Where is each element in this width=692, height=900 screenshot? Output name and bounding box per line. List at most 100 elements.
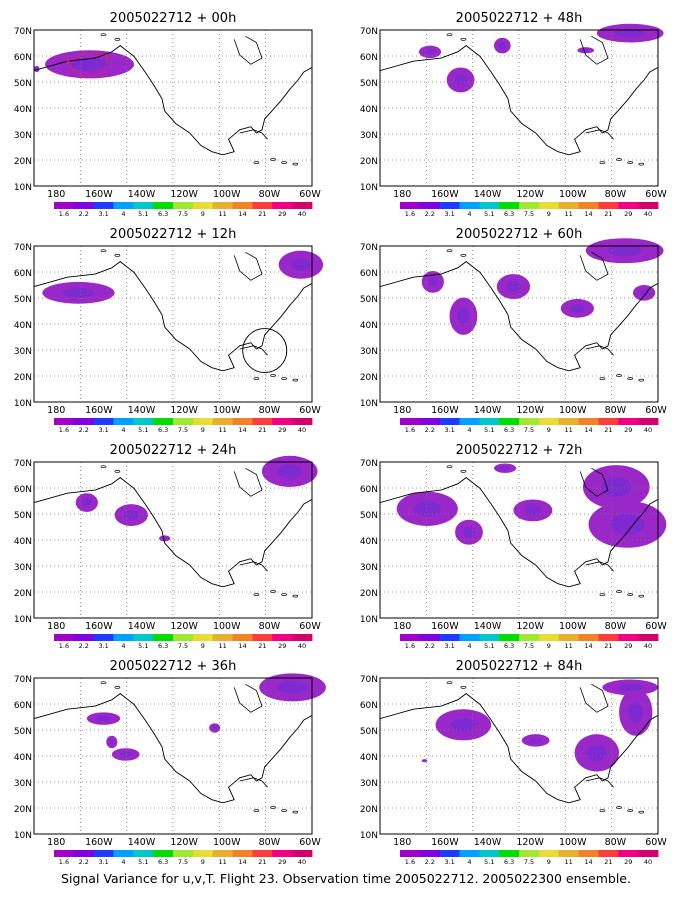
island xyxy=(616,806,622,809)
lon-tick-label: 80W xyxy=(259,837,281,848)
variance-core xyxy=(162,537,168,540)
island xyxy=(281,809,288,812)
colorbar-segment xyxy=(133,850,154,857)
map-frame xyxy=(379,245,659,403)
colorbar-label: 40 xyxy=(644,426,652,434)
variance-core xyxy=(290,258,311,272)
lat-tick-label: 30N xyxy=(360,563,378,573)
coastline-gulf xyxy=(239,345,268,356)
colorbar-label: 2.2 xyxy=(425,210,435,218)
colorbar-segment xyxy=(54,850,75,857)
colorbar-label: 9 xyxy=(547,210,551,218)
coastline xyxy=(379,477,659,588)
map-panel-1: 2005022712 + 48h 70N 60N 50N 40N 30N 20N 10N 180… xyxy=(360,11,668,218)
colorbar-segment xyxy=(173,202,194,209)
colorbar-label: 6.3 xyxy=(158,210,168,218)
colorbar-segment xyxy=(113,850,134,857)
island xyxy=(599,161,606,164)
lat-tick-label: 30N xyxy=(14,347,32,357)
colorbar-segment xyxy=(519,418,540,425)
colorbar-label: 1.6 xyxy=(59,858,69,866)
island xyxy=(100,33,107,37)
colorbar-segment xyxy=(54,202,75,209)
colorbar-label: 2.2 xyxy=(79,210,89,218)
colorbar-label: 2.2 xyxy=(79,426,89,434)
variance-core xyxy=(500,466,511,471)
colorbar-label: 6.3 xyxy=(158,642,168,650)
lon-tick-label: 140W xyxy=(128,189,156,200)
lon-tick-label: 120W xyxy=(516,837,544,848)
colorbar-segment xyxy=(173,634,194,641)
colorbar-label: 1.6 xyxy=(59,210,69,218)
variance-core xyxy=(628,701,644,723)
lon-tick-label: 140W xyxy=(128,405,156,416)
map-panel-0: 2005022712 + 00h 70N 60N 50N 40N 30N 20N 10N 180… xyxy=(14,11,322,218)
colorbar-segment xyxy=(133,202,154,209)
colorbar-label: 21 xyxy=(604,858,612,866)
lon-tick-label: 160W xyxy=(85,621,113,632)
colorbar-label: 3.1 xyxy=(444,642,454,650)
island xyxy=(599,377,606,380)
colorbar-label: 3.1 xyxy=(444,426,454,434)
island xyxy=(270,158,276,161)
lon-tick-label: 120W xyxy=(516,405,544,416)
colorbar-segment xyxy=(54,418,75,425)
colorbar-label: 6.3 xyxy=(504,858,514,866)
lon-tick-label: 180 xyxy=(393,837,411,848)
panel-title: 2005022712 + 24h xyxy=(110,443,237,458)
lat-tick-label: 30N xyxy=(360,131,378,141)
coastline-bay xyxy=(233,683,263,713)
colorbar-segment xyxy=(292,418,313,425)
colorbar-segment xyxy=(638,850,659,857)
island xyxy=(460,686,467,689)
coastline-bay xyxy=(579,35,609,65)
island xyxy=(638,378,645,382)
variance-core xyxy=(119,751,132,758)
lat-tick-label: 50N xyxy=(360,295,378,305)
lon-tick-label: 180 xyxy=(47,621,65,632)
island xyxy=(627,593,634,596)
colorbar-segment xyxy=(153,634,174,641)
colorbar-label: 3.1 xyxy=(444,210,454,218)
colorbar-segment xyxy=(419,202,441,209)
lat-tick-label: 50N xyxy=(14,727,32,737)
colorbar-label: 5.1 xyxy=(484,858,494,866)
colorbar-segment xyxy=(499,202,520,209)
variance-core xyxy=(212,725,218,731)
lat-tick-label: 70N xyxy=(14,27,32,37)
coastline xyxy=(33,261,313,372)
colorbar-label: 7.5 xyxy=(524,858,534,866)
island xyxy=(292,378,299,382)
coastline xyxy=(33,45,313,156)
colorbar-label: 7.5 xyxy=(178,210,188,218)
map-frame xyxy=(379,677,659,835)
lat-tick-label: 30N xyxy=(14,131,32,141)
coastline-bay xyxy=(233,467,263,497)
lat-tick-label: 60N xyxy=(360,485,378,495)
variance-core xyxy=(462,526,476,538)
colorbar-segment xyxy=(173,850,194,857)
colorbar-label: 9 xyxy=(201,426,205,434)
panel-title: 2005022712 + 60h xyxy=(456,227,583,242)
colorbar-segment xyxy=(113,634,134,641)
variance-core xyxy=(123,510,139,520)
colorbar-label: 9 xyxy=(547,642,551,650)
colorbar-segment xyxy=(212,634,234,641)
variance-core xyxy=(109,739,115,745)
colorbar-label: 2.2 xyxy=(425,858,435,866)
coastline-gulf xyxy=(585,561,614,572)
colorbar-label: 5.1 xyxy=(484,210,494,218)
colorbar-label: 7.5 xyxy=(524,210,534,218)
colorbar-label: 4 xyxy=(467,858,471,866)
colorbar-segment xyxy=(73,202,95,209)
coastline xyxy=(33,693,313,804)
variance-core xyxy=(505,280,521,293)
coastline-bay xyxy=(233,35,263,65)
colorbar-label: 6.3 xyxy=(504,210,514,218)
coastline-gulf xyxy=(585,129,614,140)
colorbar-segment xyxy=(538,202,560,209)
lon-tick-label: 100W xyxy=(559,405,587,416)
colorbar-segment xyxy=(153,850,174,857)
map-frame xyxy=(379,29,659,187)
colorbar-segment xyxy=(499,418,520,425)
